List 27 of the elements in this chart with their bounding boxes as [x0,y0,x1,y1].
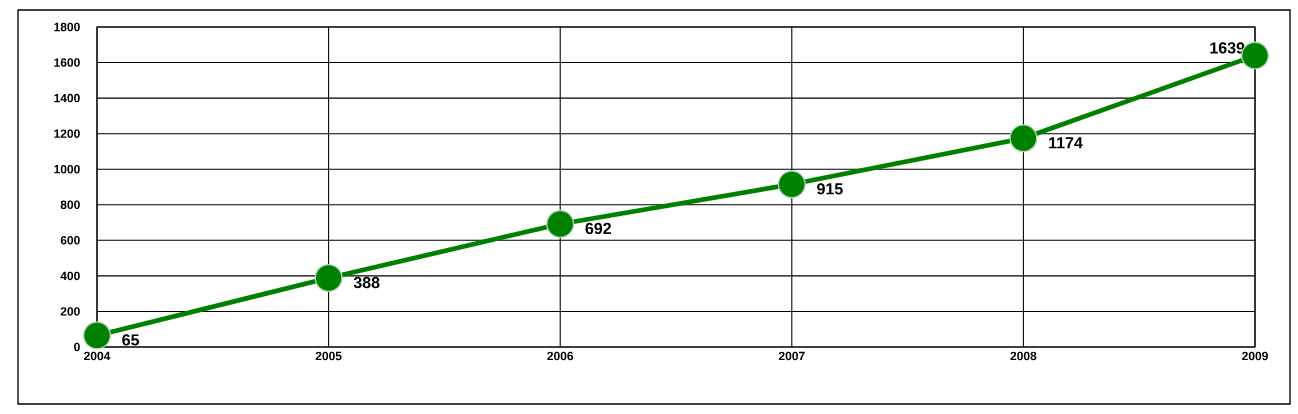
y-tick-label: 600 [60,236,80,245]
x-tick-label: 2004 [84,351,111,361]
x-tick-label: 2006 [547,351,574,361]
data-label: 388 [353,276,380,289]
x-tick-label: 2005 [315,351,342,361]
data-label: 1174 [1049,137,1083,149]
data-label: 692 [585,222,611,235]
data-label: 915 [817,183,843,195]
y-tick-label: 1800 [54,22,80,32]
y-tick-label: 200 [60,307,80,316]
y-tick-label: 1600 [54,58,80,67]
data-label: 65 [122,334,140,346]
point [83,321,112,350]
y-tick-label: 800 [60,200,80,210]
x-tick-label: 2007 [778,351,805,361]
x-tick-label: 2008 [1010,351,1037,361]
point [314,264,343,293]
point [777,170,806,199]
x-tick-label: 2009 [1242,351,1268,361]
data-label: 1639 [1210,42,1245,54]
y-tick-label: 1000 [54,164,80,174]
y-tick-label: 400 [60,271,80,281]
y-tick-label: 1200 [54,129,80,138]
y-tick-label: 1400 [54,93,80,103]
point [546,209,575,238]
point [1009,124,1038,153]
y-tick-label: 0 [74,342,80,352]
